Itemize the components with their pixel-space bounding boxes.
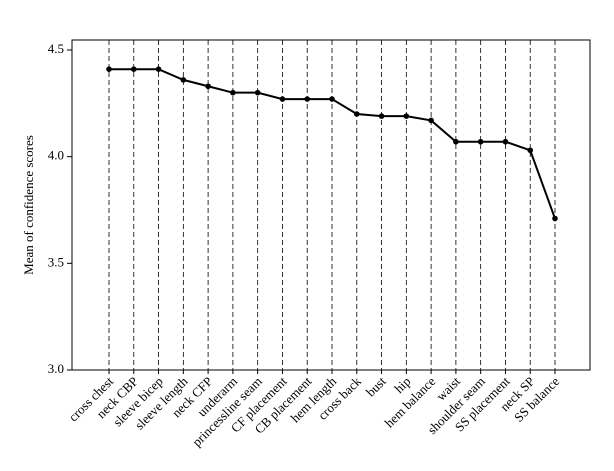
data-point xyxy=(180,77,187,83)
data-point xyxy=(502,138,509,145)
x-tick-label: bust xyxy=(363,373,389,399)
y-tick-label: 3.5 xyxy=(48,254,64,269)
data-point xyxy=(106,66,112,72)
y-tick-label: 3.0 xyxy=(48,361,64,376)
data-point xyxy=(453,138,459,145)
data-point xyxy=(130,66,137,72)
data-point xyxy=(254,89,261,96)
data-point xyxy=(155,66,162,72)
data-point xyxy=(230,89,236,96)
data-point xyxy=(477,138,484,145)
data-point xyxy=(527,147,534,154)
y-tick-label: 4.0 xyxy=(48,148,64,163)
data-point xyxy=(403,113,410,119)
data-point xyxy=(552,215,558,222)
data-point xyxy=(329,96,335,102)
y-tick-label: 4.5 xyxy=(48,41,64,56)
data-point xyxy=(279,96,286,102)
y-axis-label: Mean of confidence scores xyxy=(21,135,36,275)
data-point xyxy=(428,117,434,124)
data-point xyxy=(353,111,360,117)
data-point xyxy=(304,96,311,102)
data-point xyxy=(205,83,211,90)
plot-frame xyxy=(71,39,591,371)
data-point xyxy=(378,113,385,119)
